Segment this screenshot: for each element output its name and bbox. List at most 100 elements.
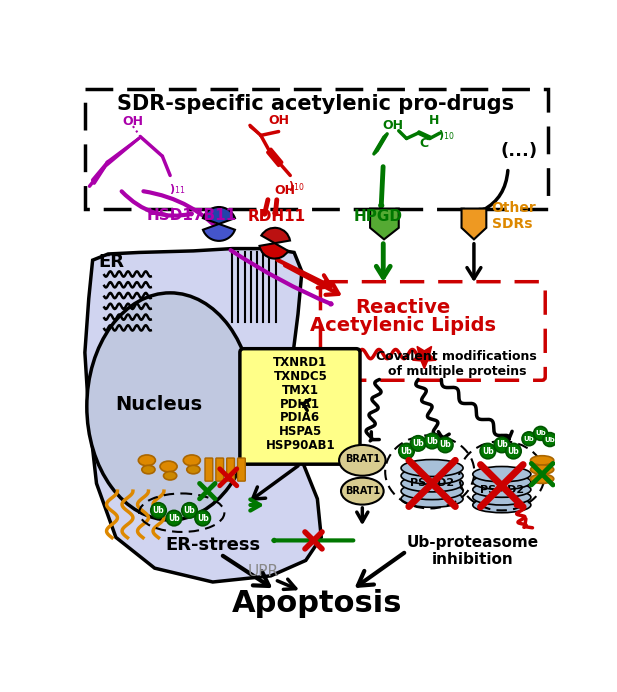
Text: OH: OH xyxy=(275,184,296,197)
Circle shape xyxy=(182,502,197,518)
Text: Ub: Ub xyxy=(524,436,534,441)
Text: Other
SDRs: Other SDRs xyxy=(492,201,537,231)
Text: Nucleus: Nucleus xyxy=(115,395,202,415)
Text: C: C xyxy=(420,136,429,149)
Circle shape xyxy=(543,432,557,446)
Text: H: H xyxy=(428,113,439,127)
FancyBboxPatch shape xyxy=(226,458,234,481)
Ellipse shape xyxy=(401,475,463,492)
Polygon shape xyxy=(85,248,321,582)
Wedge shape xyxy=(203,224,235,241)
Ellipse shape xyxy=(87,293,254,520)
Circle shape xyxy=(399,444,414,459)
Circle shape xyxy=(522,432,536,446)
Circle shape xyxy=(166,511,182,526)
Text: OH: OH xyxy=(383,119,404,132)
Text: ER: ER xyxy=(99,253,125,271)
Text: Ub: Ub xyxy=(400,446,412,455)
Text: TMX1: TMX1 xyxy=(282,384,319,397)
Circle shape xyxy=(151,502,166,518)
Text: Acetylenic Lipids: Acetylenic Lipids xyxy=(310,316,495,335)
Ellipse shape xyxy=(401,483,463,500)
Text: PSMD2: PSMD2 xyxy=(480,484,524,495)
Wedge shape xyxy=(262,228,290,243)
Ellipse shape xyxy=(401,467,463,484)
Text: HSP90AB1: HSP90AB1 xyxy=(265,439,335,452)
FancyArrowPatch shape xyxy=(143,191,225,237)
Text: $\mathbf{)}_{11}$: $\mathbf{)}_{11}$ xyxy=(168,181,185,196)
Polygon shape xyxy=(85,89,547,208)
Polygon shape xyxy=(370,208,399,239)
Text: Covalent modifications
of multiple proteins: Covalent modifications of multiple prote… xyxy=(376,350,537,378)
Ellipse shape xyxy=(142,465,155,474)
FancyArrowPatch shape xyxy=(381,167,383,206)
Ellipse shape xyxy=(473,498,531,513)
FancyBboxPatch shape xyxy=(240,349,360,464)
FancyBboxPatch shape xyxy=(216,458,223,481)
Ellipse shape xyxy=(341,477,384,504)
Ellipse shape xyxy=(187,465,200,474)
Text: HPGD: HPGD xyxy=(354,209,403,224)
Text: TXNRD1: TXNRD1 xyxy=(273,356,328,369)
Circle shape xyxy=(410,436,426,451)
Ellipse shape xyxy=(339,445,386,475)
Circle shape xyxy=(437,437,453,453)
Text: Ub: Ub xyxy=(168,513,180,522)
Text: Ub: Ub xyxy=(535,430,546,437)
Circle shape xyxy=(480,444,495,459)
Ellipse shape xyxy=(401,459,463,477)
Ellipse shape xyxy=(138,455,155,466)
Text: $\mathbf{)}_{10}$: $\mathbf{)}_{10}$ xyxy=(437,129,454,143)
FancyArrowPatch shape xyxy=(231,250,331,304)
Wedge shape xyxy=(203,207,235,224)
Text: Ub: Ub xyxy=(152,506,164,515)
Text: HSPA5: HSPA5 xyxy=(279,426,322,438)
Text: UPR: UPR xyxy=(247,564,279,579)
Ellipse shape xyxy=(473,490,531,505)
Ellipse shape xyxy=(473,482,531,498)
Text: PSMD2: PSMD2 xyxy=(410,478,454,489)
Text: TXNDC5: TXNDC5 xyxy=(273,370,327,383)
Ellipse shape xyxy=(473,474,531,490)
Ellipse shape xyxy=(531,456,553,465)
Wedge shape xyxy=(260,243,288,259)
Text: Ub: Ub xyxy=(412,439,424,448)
Ellipse shape xyxy=(531,465,553,474)
FancyArrowPatch shape xyxy=(273,540,354,541)
Text: PDIA1: PDIA1 xyxy=(280,398,320,410)
Text: SDR-specific acetylenic pro-drugs: SDR-specific acetylenic pro-drugs xyxy=(117,94,515,113)
FancyBboxPatch shape xyxy=(238,458,246,481)
Ellipse shape xyxy=(183,455,201,466)
Text: OH: OH xyxy=(122,115,143,128)
FancyArrowPatch shape xyxy=(275,200,277,214)
Circle shape xyxy=(195,511,210,526)
FancyArrowPatch shape xyxy=(264,200,268,214)
Ellipse shape xyxy=(473,466,531,482)
Text: Apoptosis: Apoptosis xyxy=(232,589,403,618)
Polygon shape xyxy=(462,208,486,239)
Text: HSD17B11: HSD17B11 xyxy=(147,208,237,223)
Text: Ub: Ub xyxy=(482,446,494,455)
Text: (...): (...) xyxy=(500,142,537,160)
Circle shape xyxy=(534,426,547,440)
Text: Ub: Ub xyxy=(197,513,209,522)
FancyBboxPatch shape xyxy=(320,282,545,381)
Text: $\mathbf{)}_{10}$: $\mathbf{)}_{10}$ xyxy=(288,179,304,192)
Text: RDH11: RDH11 xyxy=(247,209,306,224)
FancyBboxPatch shape xyxy=(205,458,213,481)
Text: Ub: Ub xyxy=(544,437,555,443)
Ellipse shape xyxy=(401,491,463,507)
Text: Reactive: Reactive xyxy=(355,298,450,318)
Circle shape xyxy=(424,433,440,449)
Text: Ub: Ub xyxy=(184,506,196,515)
Text: Ub: Ub xyxy=(496,440,508,449)
Text: ER-stress: ER-stress xyxy=(165,536,260,554)
Text: BRAT1: BRAT1 xyxy=(345,454,380,464)
Text: Ub: Ub xyxy=(439,440,451,449)
Text: PDIA6: PDIA6 xyxy=(280,412,320,424)
Circle shape xyxy=(506,444,521,459)
Circle shape xyxy=(494,437,510,453)
Text: Ub: Ub xyxy=(426,437,438,446)
Text: Ub: Ub xyxy=(508,446,520,455)
Text: Ub-proteasome
inhibition: Ub-proteasome inhibition xyxy=(407,535,539,567)
